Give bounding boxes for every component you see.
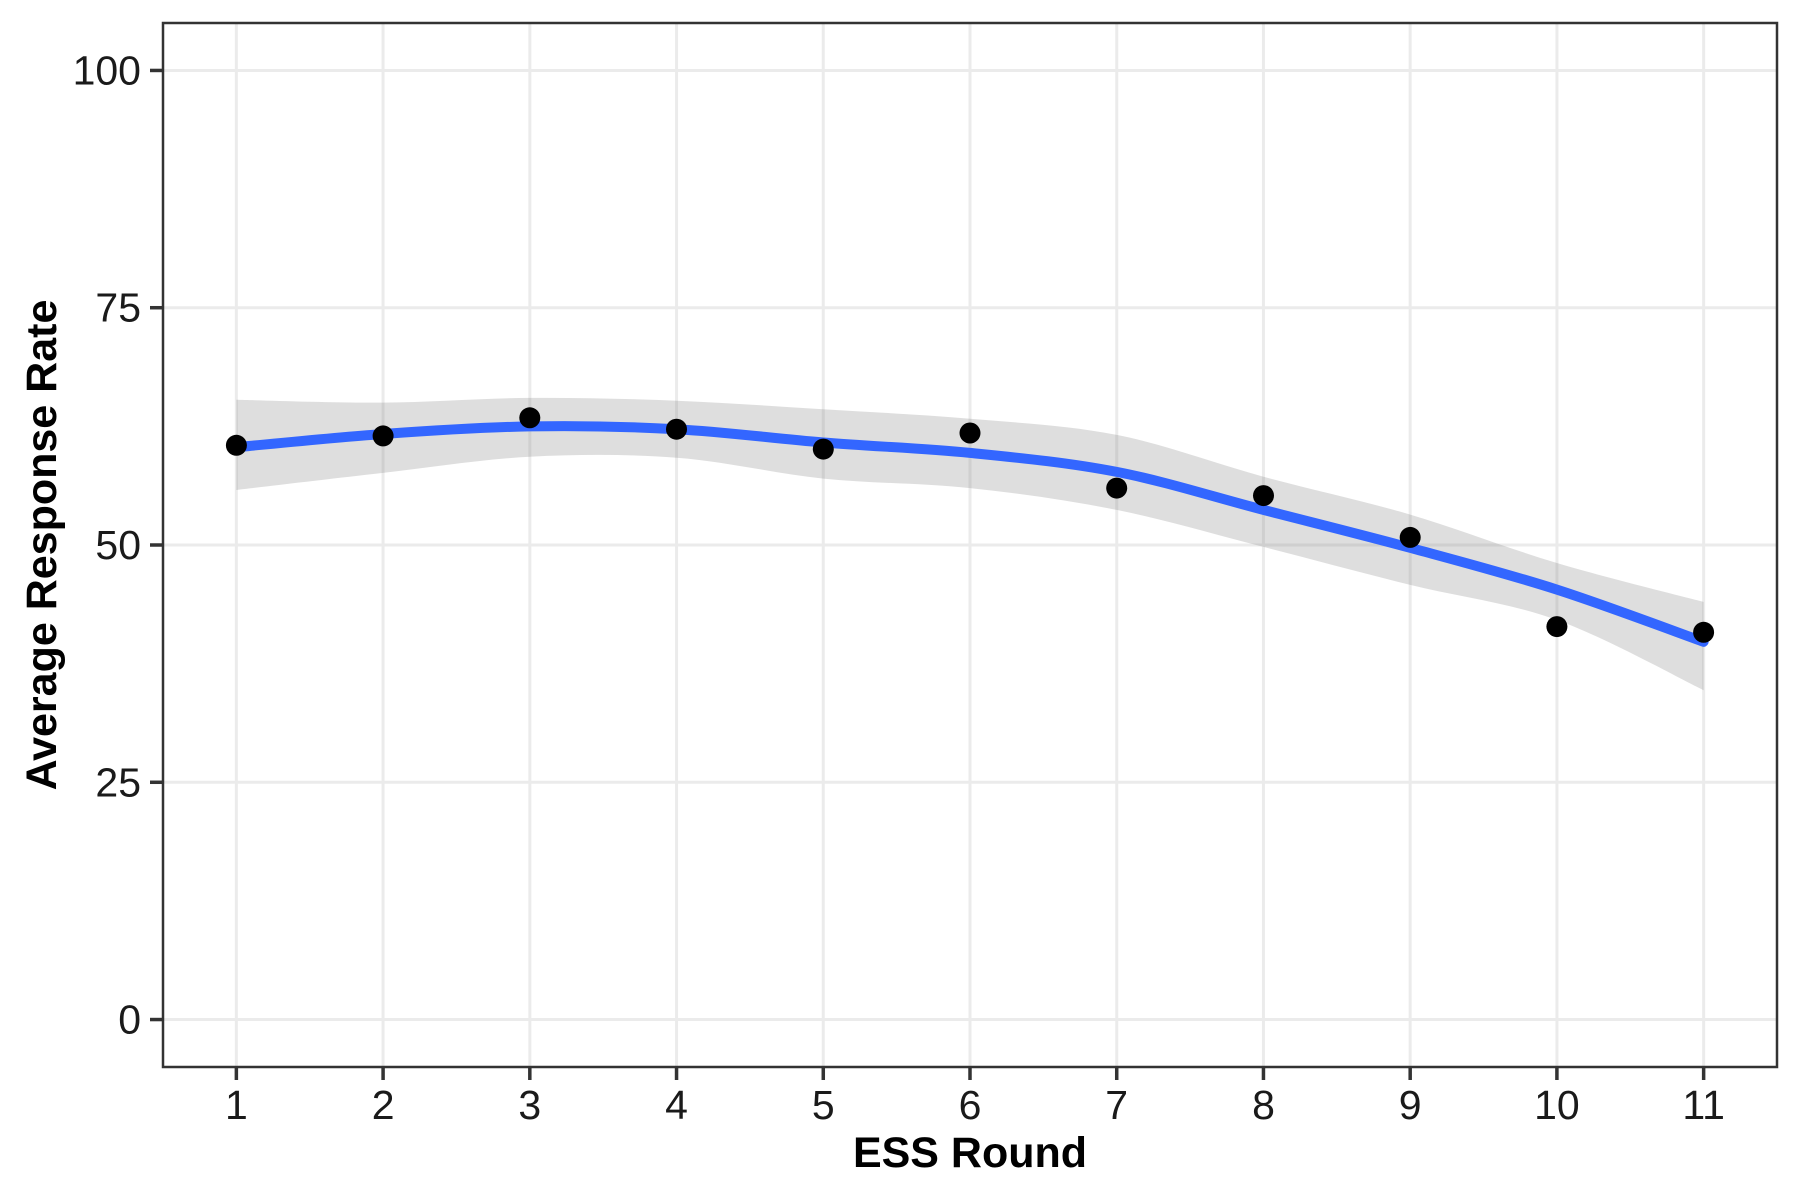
y-tick-label-0: 0 [118,997,141,1043]
x-tick-label-6: 6 [959,1082,982,1128]
data-point-round-10 [1546,616,1568,638]
data-point-round-6 [959,422,981,444]
y-tick-labels: 0 25 50 75 100 [73,48,141,1043]
data-points [225,407,1715,643]
x-tick-label-4: 4 [665,1082,688,1128]
y-tick-label-75: 75 [95,285,141,331]
data-point-round-2 [372,425,394,447]
x-tick-label-1: 1 [225,1082,248,1128]
y-axis-title: Average Response Rate [18,300,66,791]
x-tick-label-8: 8 [1252,1082,1275,1128]
data-point-round-1 [225,434,247,456]
x-tick-label-2: 2 [372,1082,395,1128]
gridlines [163,23,1777,1067]
x-tick-label-5: 5 [812,1082,835,1128]
axis-tick-marks [150,68,1706,1080]
y-tick-label-50: 50 [95,522,141,568]
x-tick-labels: 1 2 3 4 5 6 7 8 9 10 11 [225,1082,1725,1128]
y-tick-label-100: 100 [73,48,141,94]
data-point-round-5 [812,438,834,460]
data-point-round-3 [519,407,541,429]
loess-smooth-line [231,421,1709,647]
x-tick-label-3: 3 [518,1082,541,1128]
data-point-round-8 [1253,485,1274,507]
y-tick-label-25: 25 [95,759,141,805]
x-tick-label-9: 9 [1399,1082,1422,1128]
x-axis-title: ESS Round [853,1129,1087,1177]
data-point-round-11 [1693,621,1715,643]
x-tick-label-10: 10 [1534,1082,1580,1128]
data-point-round-4 [666,418,687,440]
data-point-round-9 [1399,526,1421,548]
x-tick-label-11: 11 [1682,1082,1725,1128]
x-tick-label-7: 7 [1105,1082,1128,1128]
data-point-round-7 [1106,477,1128,499]
